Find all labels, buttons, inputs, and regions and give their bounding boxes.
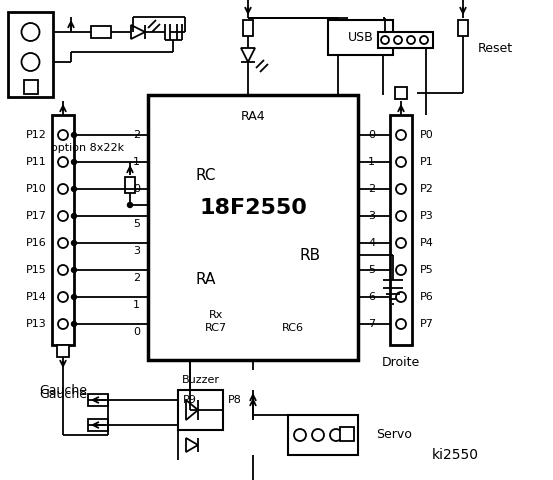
Text: RC6: RC6 — [282, 323, 304, 333]
Bar — [328, 20, 393, 55]
Text: P11: P11 — [26, 157, 47, 167]
Text: RC: RC — [196, 168, 216, 182]
Text: Gauche: Gauche — [39, 384, 87, 396]
Text: 2: 2 — [133, 273, 140, 283]
Bar — [178, 390, 223, 430]
Text: Buzzer: Buzzer — [181, 375, 220, 385]
Text: 5: 5 — [368, 265, 375, 275]
Bar — [288, 415, 358, 455]
Circle shape — [128, 203, 133, 207]
Bar — [458, 20, 468, 36]
Text: P1: P1 — [420, 157, 434, 167]
Bar — [23, 80, 38, 94]
Circle shape — [71, 159, 76, 165]
Text: 2: 2 — [133, 130, 140, 140]
Bar — [340, 427, 354, 441]
Text: ki2550: ki2550 — [431, 448, 478, 462]
Bar — [125, 177, 135, 193]
Text: Droite: Droite — [382, 357, 420, 370]
Bar — [88, 419, 108, 431]
Text: RB: RB — [299, 248, 321, 263]
Text: P16: P16 — [26, 238, 47, 248]
Text: 1: 1 — [133, 300, 140, 310]
Text: Reset: Reset — [478, 41, 513, 55]
Text: P13: P13 — [26, 319, 47, 329]
Bar — [148, 95, 358, 360]
Text: P0: P0 — [420, 130, 434, 140]
Text: 2: 2 — [368, 184, 375, 194]
Text: 0: 0 — [133, 184, 140, 194]
Text: 6: 6 — [368, 292, 375, 302]
Text: P10: P10 — [26, 184, 47, 194]
Text: 1: 1 — [133, 157, 140, 167]
Text: Gauche: Gauche — [39, 388, 87, 401]
Bar — [390, 115, 412, 345]
Text: option 8x22k: option 8x22k — [51, 143, 124, 153]
Text: RA4: RA4 — [241, 110, 265, 123]
Text: 7: 7 — [368, 319, 375, 329]
Bar — [91, 26, 111, 38]
Circle shape — [71, 240, 76, 245]
Text: 1: 1 — [368, 157, 375, 167]
Text: 0: 0 — [368, 130, 375, 140]
Text: P7: P7 — [420, 319, 434, 329]
Text: 4: 4 — [368, 238, 375, 248]
Text: P4: P4 — [420, 238, 434, 248]
Bar — [8, 12, 53, 97]
Circle shape — [71, 322, 76, 326]
Text: 3: 3 — [133, 246, 140, 256]
Bar — [57, 345, 69, 357]
Bar — [378, 32, 433, 48]
Text: Rx: Rx — [209, 310, 223, 320]
Text: 3: 3 — [368, 211, 375, 221]
Circle shape — [71, 132, 76, 137]
Text: 0: 0 — [133, 327, 140, 337]
Bar — [52, 115, 74, 345]
Text: P6: P6 — [420, 292, 434, 302]
Text: P12: P12 — [26, 130, 47, 140]
Bar — [243, 20, 253, 36]
Text: P15: P15 — [26, 265, 47, 275]
Circle shape — [71, 214, 76, 218]
Bar — [88, 394, 108, 406]
Text: P9: P9 — [183, 395, 197, 405]
Text: USB: USB — [348, 31, 373, 44]
Circle shape — [71, 295, 76, 300]
Text: 5: 5 — [133, 219, 140, 229]
Bar — [395, 87, 407, 99]
Text: P2: P2 — [420, 184, 434, 194]
Text: P17: P17 — [26, 211, 47, 221]
Text: Servo: Servo — [376, 429, 412, 442]
Circle shape — [71, 267, 76, 273]
Text: RC7: RC7 — [205, 323, 227, 333]
Text: P3: P3 — [420, 211, 434, 221]
Text: 18F2550: 18F2550 — [199, 197, 307, 217]
Text: P8: P8 — [228, 395, 242, 405]
Text: P14: P14 — [26, 292, 47, 302]
Text: P5: P5 — [420, 265, 434, 275]
Circle shape — [71, 187, 76, 192]
Text: RA: RA — [196, 273, 216, 288]
